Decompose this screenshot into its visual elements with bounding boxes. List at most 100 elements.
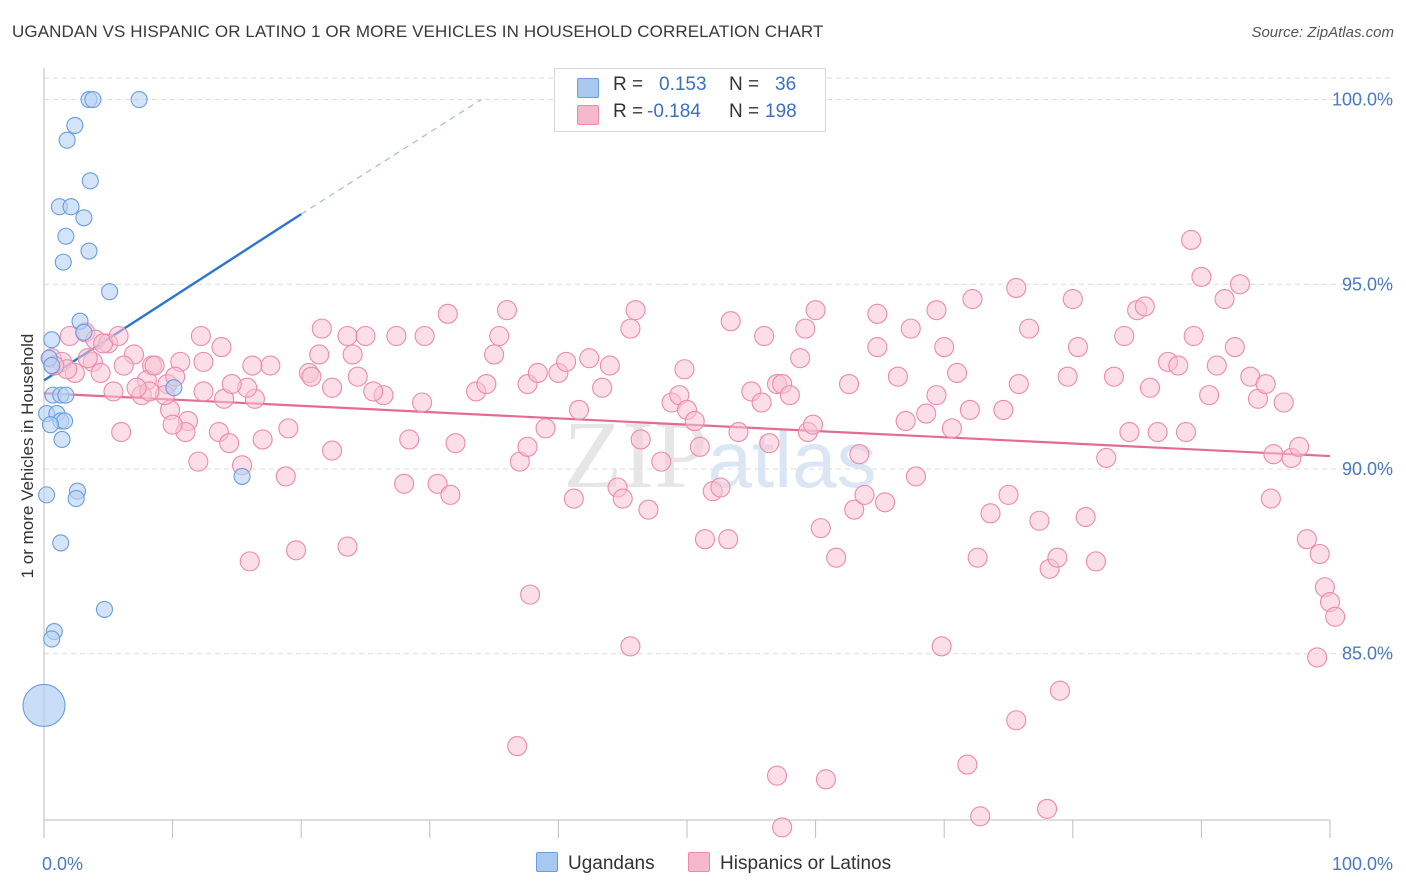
hispanic-point	[887, 366, 908, 387]
hispanic-point	[484, 344, 505, 365]
hispanic-point	[651, 451, 672, 472]
hispanic-point	[90, 362, 111, 384]
hispanic-point	[1085, 551, 1106, 572]
ugandan-point	[95, 600, 113, 618]
hispanic-point	[1075, 506, 1096, 528]
hispanic-point	[1134, 296, 1155, 317]
hispanic-point	[854, 484, 875, 505]
bottom-legend-hispanics: Hispanics or Latinos	[688, 852, 891, 875]
ugandan-point	[58, 131, 76, 149]
hispanic-point	[838, 373, 860, 395]
ugandan-point	[43, 630, 61, 648]
hispanic-point	[103, 381, 124, 402]
hispanic-point	[1325, 606, 1346, 627]
hispanic-point	[1006, 710, 1027, 731]
hispanic-point	[1229, 274, 1251, 295]
hispanic-point	[412, 392, 433, 413]
hispanic-point	[689, 436, 710, 457]
hispanic-point	[211, 337, 232, 358]
n-label: N =	[729, 74, 760, 95]
hispanic-point	[772, 817, 793, 838]
ugandans-legend-label: Ugandans	[568, 853, 655, 874]
hispanic-point	[476, 373, 497, 395]
ugandans-legend-swatch	[536, 852, 558, 872]
ugandans-swatch	[577, 78, 599, 98]
hispanic-point	[1175, 422, 1197, 443]
hispanic-point	[1260, 488, 1281, 509]
ugandan-point	[80, 242, 98, 260]
hispanic-point	[998, 484, 1019, 505]
hispanic-point	[874, 492, 896, 513]
hispanic-point	[1307, 647, 1328, 668]
ugandan-points	[22, 91, 251, 728]
hispanic-point	[1006, 277, 1027, 299]
hispanic-point	[754, 325, 775, 347]
hispanic-point	[684, 410, 705, 432]
hispanic-point	[342, 344, 363, 365]
hispanic-point	[1206, 355, 1227, 376]
ugandan-point	[75, 209, 93, 227]
hispanic-point	[993, 399, 1014, 420]
hispanic-point	[1181, 229, 1202, 251]
hispanic-point	[1183, 325, 1204, 347]
hispanic-point	[815, 769, 836, 790]
hispanic-point	[556, 351, 577, 372]
x-tick-labels: 0.0% 100.0%	[42, 854, 1393, 874]
hispanic-point	[849, 444, 870, 465]
hispanic-point	[278, 418, 299, 439]
hispanic-point	[1139, 377, 1161, 398]
y-tick-labels: 85.0% 90.0% 95.0% 100.0%	[1332, 90, 1393, 664]
hispanic-point	[394, 473, 415, 494]
hispanic-point	[612, 488, 633, 509]
hispanic-point	[527, 362, 548, 384]
hispanic-point	[900, 318, 921, 339]
legend-row-ugandans: R = 0.153 N = 36	[555, 74, 825, 100]
ugandans-r-value: 0.153	[659, 74, 707, 95]
hispanic-point	[221, 373, 242, 395]
hispanic-point	[941, 418, 962, 439]
hispanic-point	[970, 806, 991, 827]
hispanic-point	[427, 473, 448, 494]
hispanic-point	[931, 636, 952, 657]
hispanic-point	[337, 536, 358, 557]
y-tick-label: 90.0%	[1342, 459, 1393, 479]
hispanic-point	[934, 337, 955, 358]
ugandan-point	[41, 416, 59, 434]
hispanic-point	[193, 351, 214, 372]
hispanic-point	[1191, 266, 1212, 287]
hispanic-points	[41, 229, 1346, 838]
hispanic-point	[496, 300, 518, 321]
hispanic-point	[625, 300, 646, 321]
ugandan-point	[43, 331, 61, 349]
ugandan-point	[84, 91, 102, 109]
hispanic-point	[867, 337, 888, 358]
hispanic-point	[620, 318, 641, 339]
hispanic-point	[905, 466, 926, 487]
hispanic-point	[720, 311, 741, 332]
hispanic-point	[759, 433, 780, 454]
hispanic-point	[239, 551, 260, 572]
hispanic-point	[363, 381, 384, 402]
hispanic-point	[947, 362, 968, 384]
ugandan-point	[165, 379, 183, 397]
y-tick-label: 100.0%	[1332, 90, 1393, 110]
y-tick-label: 95.0%	[1342, 274, 1393, 294]
y-axis-title: 1 or more Vehicles in Household	[18, 334, 37, 579]
hispanic-point	[1049, 680, 1070, 701]
hispanic-point	[126, 377, 147, 398]
hispanic-point	[674, 359, 695, 380]
hispanic-point	[219, 433, 240, 454]
hispanic-point	[193, 381, 214, 402]
hispanic-point	[962, 289, 983, 310]
hispanic-point	[252, 429, 273, 450]
hispanic-point	[517, 436, 538, 457]
hispanic-point	[144, 355, 165, 376]
hispanic-point	[1263, 444, 1284, 465]
ugandan-point	[57, 386, 75, 404]
ugandan-point	[54, 253, 72, 271]
chart-title: UGANDAN VS HISPANIC OR LATINO 1 OR MORE …	[12, 22, 824, 41]
ugandan-point	[75, 323, 93, 341]
n-label: N =	[729, 101, 760, 122]
hispanic-point	[322, 440, 343, 461]
hispanic-point	[694, 529, 716, 550]
